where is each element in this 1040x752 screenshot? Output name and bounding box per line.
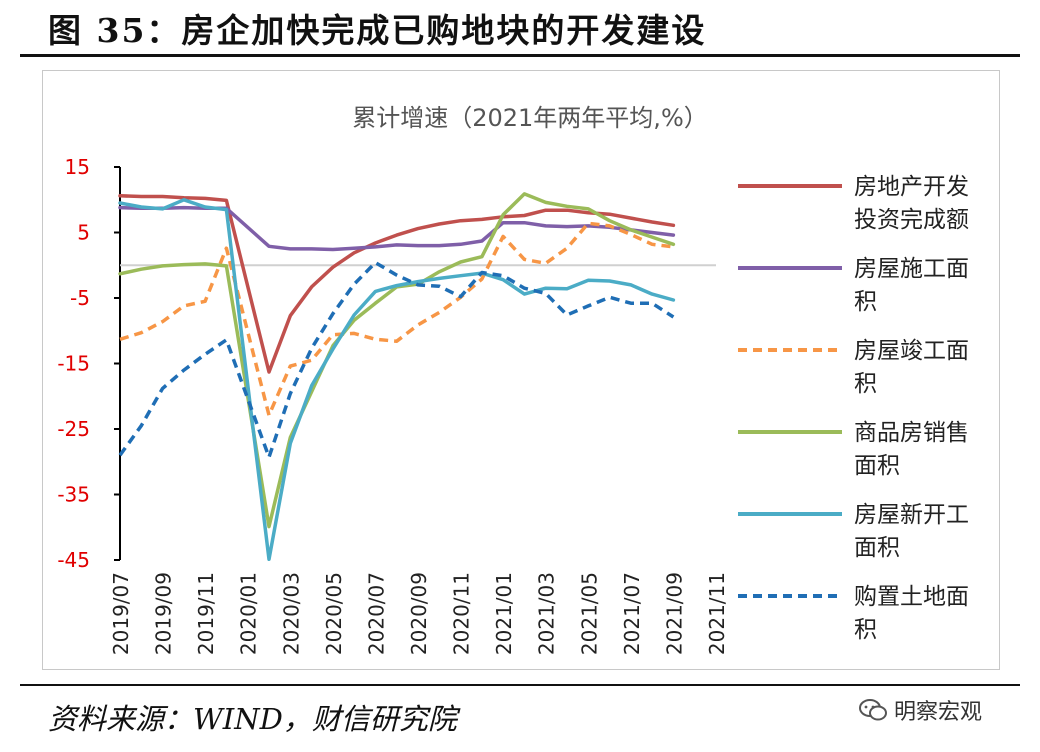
x-tick-label: 2021/05 [577, 572, 601, 655]
x-tick-label: 2019/07 [109, 572, 133, 655]
x-tick-label: 2020/03 [279, 572, 303, 655]
x-tick-label: 2019/09 [152, 572, 176, 655]
wechat-icon [859, 699, 887, 721]
y-tick-label: 5 [77, 221, 90, 245]
x-tick-label: 2021/01 [492, 572, 516, 655]
chart-frame [42, 70, 1000, 670]
y-tick-label: -15 [57, 352, 90, 376]
figure-title: 图 35：房企加快完成已购地块的开发建设 [48, 11, 707, 50]
series-line-5 [118, 260, 675, 459]
y-tick-label: -35 [57, 483, 90, 507]
legend-label-3: 商品房销售面积 [854, 420, 969, 479]
watermark-text: 明察宏观 [894, 700, 983, 725]
y-tick-label: -5 [70, 286, 90, 310]
x-tick-label: 2020/05 [322, 572, 346, 655]
legend-label-2: 房屋竣工面积 [854, 338, 969, 397]
x-tick-label: 2020/07 [364, 572, 388, 655]
series-line-2 [119, 221, 674, 417]
x-tick-label: 2021/03 [535, 572, 559, 655]
series-line-3 [118, 192, 676, 529]
watermark: 明察宏观 [858, 694, 982, 726]
source-note: 资料来源：WIND，财信研究院 [48, 702, 457, 736]
series-line-0 [118, 194, 676, 374]
legend-label-1: 房屋施工面积 [854, 256, 969, 315]
x-tick-label: 2021/09 [662, 572, 686, 655]
legend-label-4: 房屋新开工面积 [854, 502, 969, 561]
x-tick-label: 2020/01 [237, 572, 261, 655]
chart-title: 累计增速（2021年两年平均,%） [352, 104, 708, 132]
x-tick-label: 2020/11 [450, 572, 474, 655]
series-line-4 [118, 198, 676, 562]
top-rule [20, 54, 1020, 57]
x-tick-label: 2019/11 [194, 572, 218, 655]
legend-label-0: 房地产开发投资完成额 [854, 174, 969, 233]
x-tick-label: 2021/11 [705, 572, 729, 655]
y-tick-label: -45 [57, 548, 90, 572]
y-tick-label: -25 [57, 417, 90, 441]
bottom-rule [20, 684, 1020, 686]
y-tick-label: 15 [65, 155, 90, 179]
x-tick-label: 2020/09 [407, 572, 431, 655]
legend-label-5: 购置土地面积 [854, 584, 969, 643]
x-tick-label: 2021/07 [620, 572, 644, 655]
